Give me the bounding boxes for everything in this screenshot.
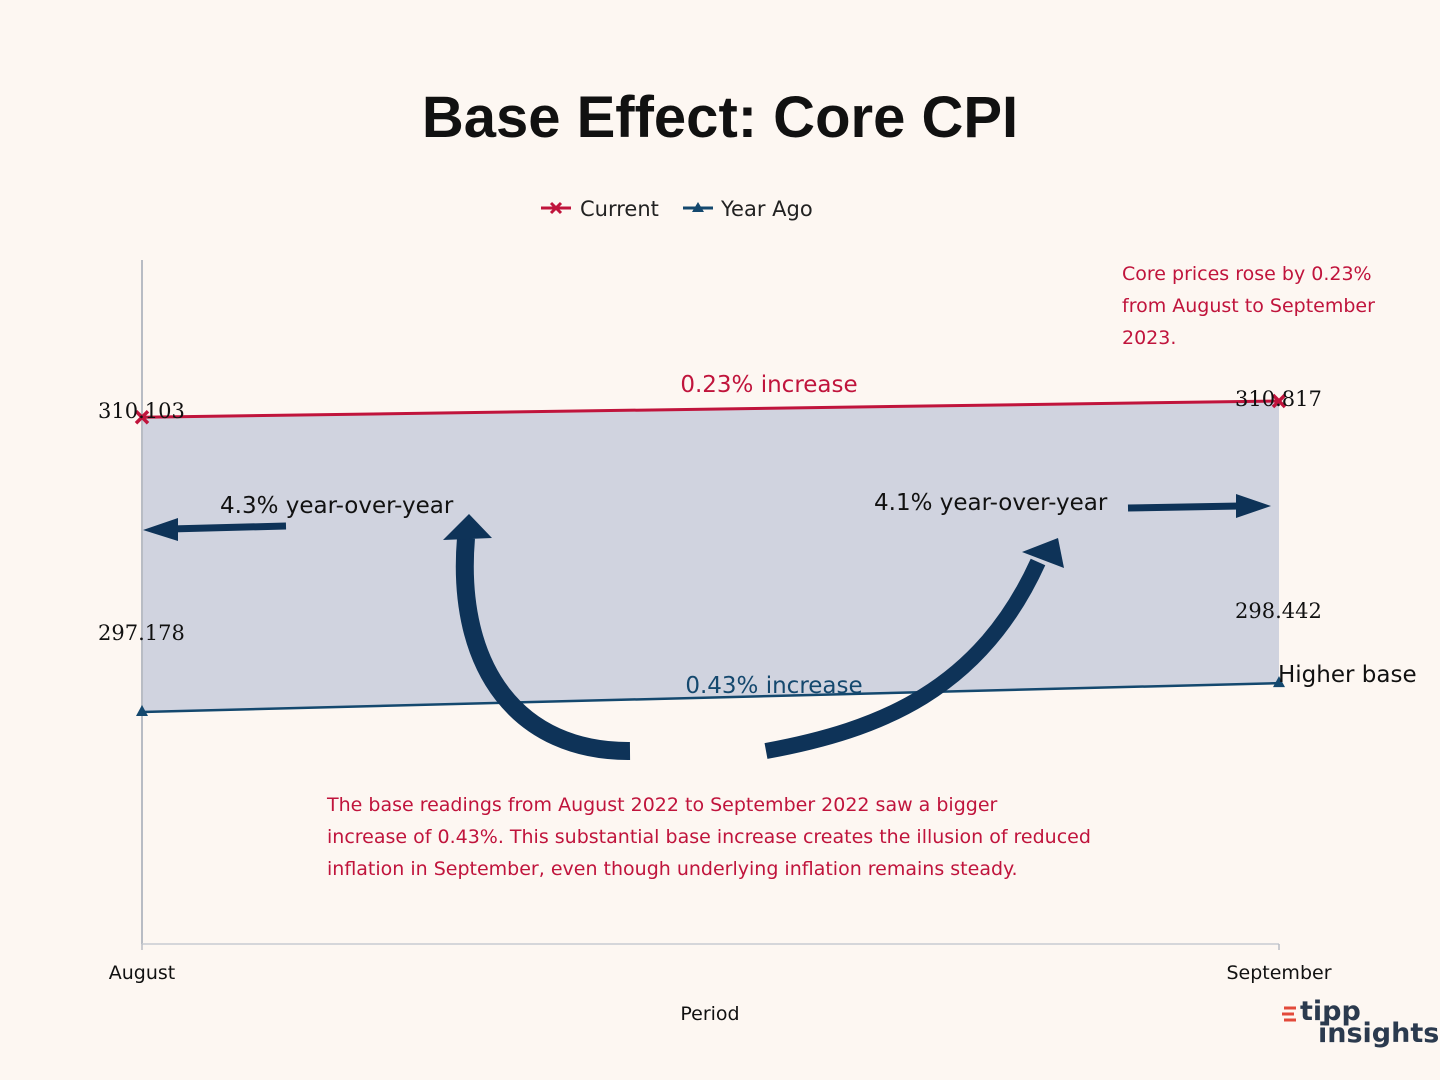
tipp-insights-logo: tipp insights	[1282, 996, 1439, 1049]
point-yearago-september	[1273, 676, 1285, 688]
legend-yearago-label: Year Ago	[720, 197, 813, 221]
series-current-line	[141, 399, 1280, 419]
annotation-current-increase: 0.23% increase	[680, 372, 857, 398]
data-label-yearago-september: 298.442	[1235, 599, 1322, 623]
base-note-line-2: increase of 0.43%. This substantial base…	[327, 826, 1091, 848]
data-label-current-august: 310.103	[98, 399, 185, 423]
legend: Current Year Ago	[541, 197, 813, 221]
logo-mark-icon	[1282, 1006, 1296, 1022]
arrow-left-yoy	[143, 518, 287, 541]
shaded-band	[142, 400, 1279, 712]
logo-line-2: insights	[1318, 1018, 1439, 1049]
annotation-yoy-september: 4.1% year-over-year	[874, 490, 1108, 516]
core-note-line-2: from August to September	[1122, 295, 1375, 317]
data-label-yearago-august: 297.178	[98, 621, 185, 645]
data-label-current-september: 310.817	[1235, 387, 1322, 411]
legend-current-label: Current	[580, 197, 659, 221]
core-note-line-1: Core prices rose by 0.23%	[1122, 263, 1372, 285]
x-tick-label-september: September	[1226, 962, 1331, 984]
curved-arrow-left	[443, 514, 631, 761]
annotation-higher-base: Higher base	[1278, 662, 1417, 688]
base-note-line-3: inflation in September, even though unde…	[327, 858, 1018, 880]
core-note-line-3: 2023.	[1122, 327, 1176, 349]
x-axis-label: Period	[680, 1003, 739, 1025]
annotation-yoy-august: 4.3% year-over-year	[220, 493, 454, 519]
series-yearago-line	[141, 681, 1280, 714]
logo-line-1: tipp	[1300, 996, 1361, 1027]
annotation-yearago-increase: 0.43% increase	[685, 673, 862, 699]
legend-yearago-marker	[692, 202, 704, 212]
point-yearago-august	[136, 704, 148, 716]
x-tick-label-august: August	[109, 962, 176, 984]
base-note-line-1: The base readings from August 2022 to Se…	[326, 794, 998, 816]
point-current-august	[134, 410, 150, 425]
point-current-september	[1271, 393, 1287, 409]
chart-title: Base Effect: Core CPI	[422, 85, 1018, 150]
curved-arrow-right	[764, 538, 1064, 759]
arrow-right-yoy	[1127, 494, 1271, 518]
legend-current-marker	[549, 201, 563, 215]
